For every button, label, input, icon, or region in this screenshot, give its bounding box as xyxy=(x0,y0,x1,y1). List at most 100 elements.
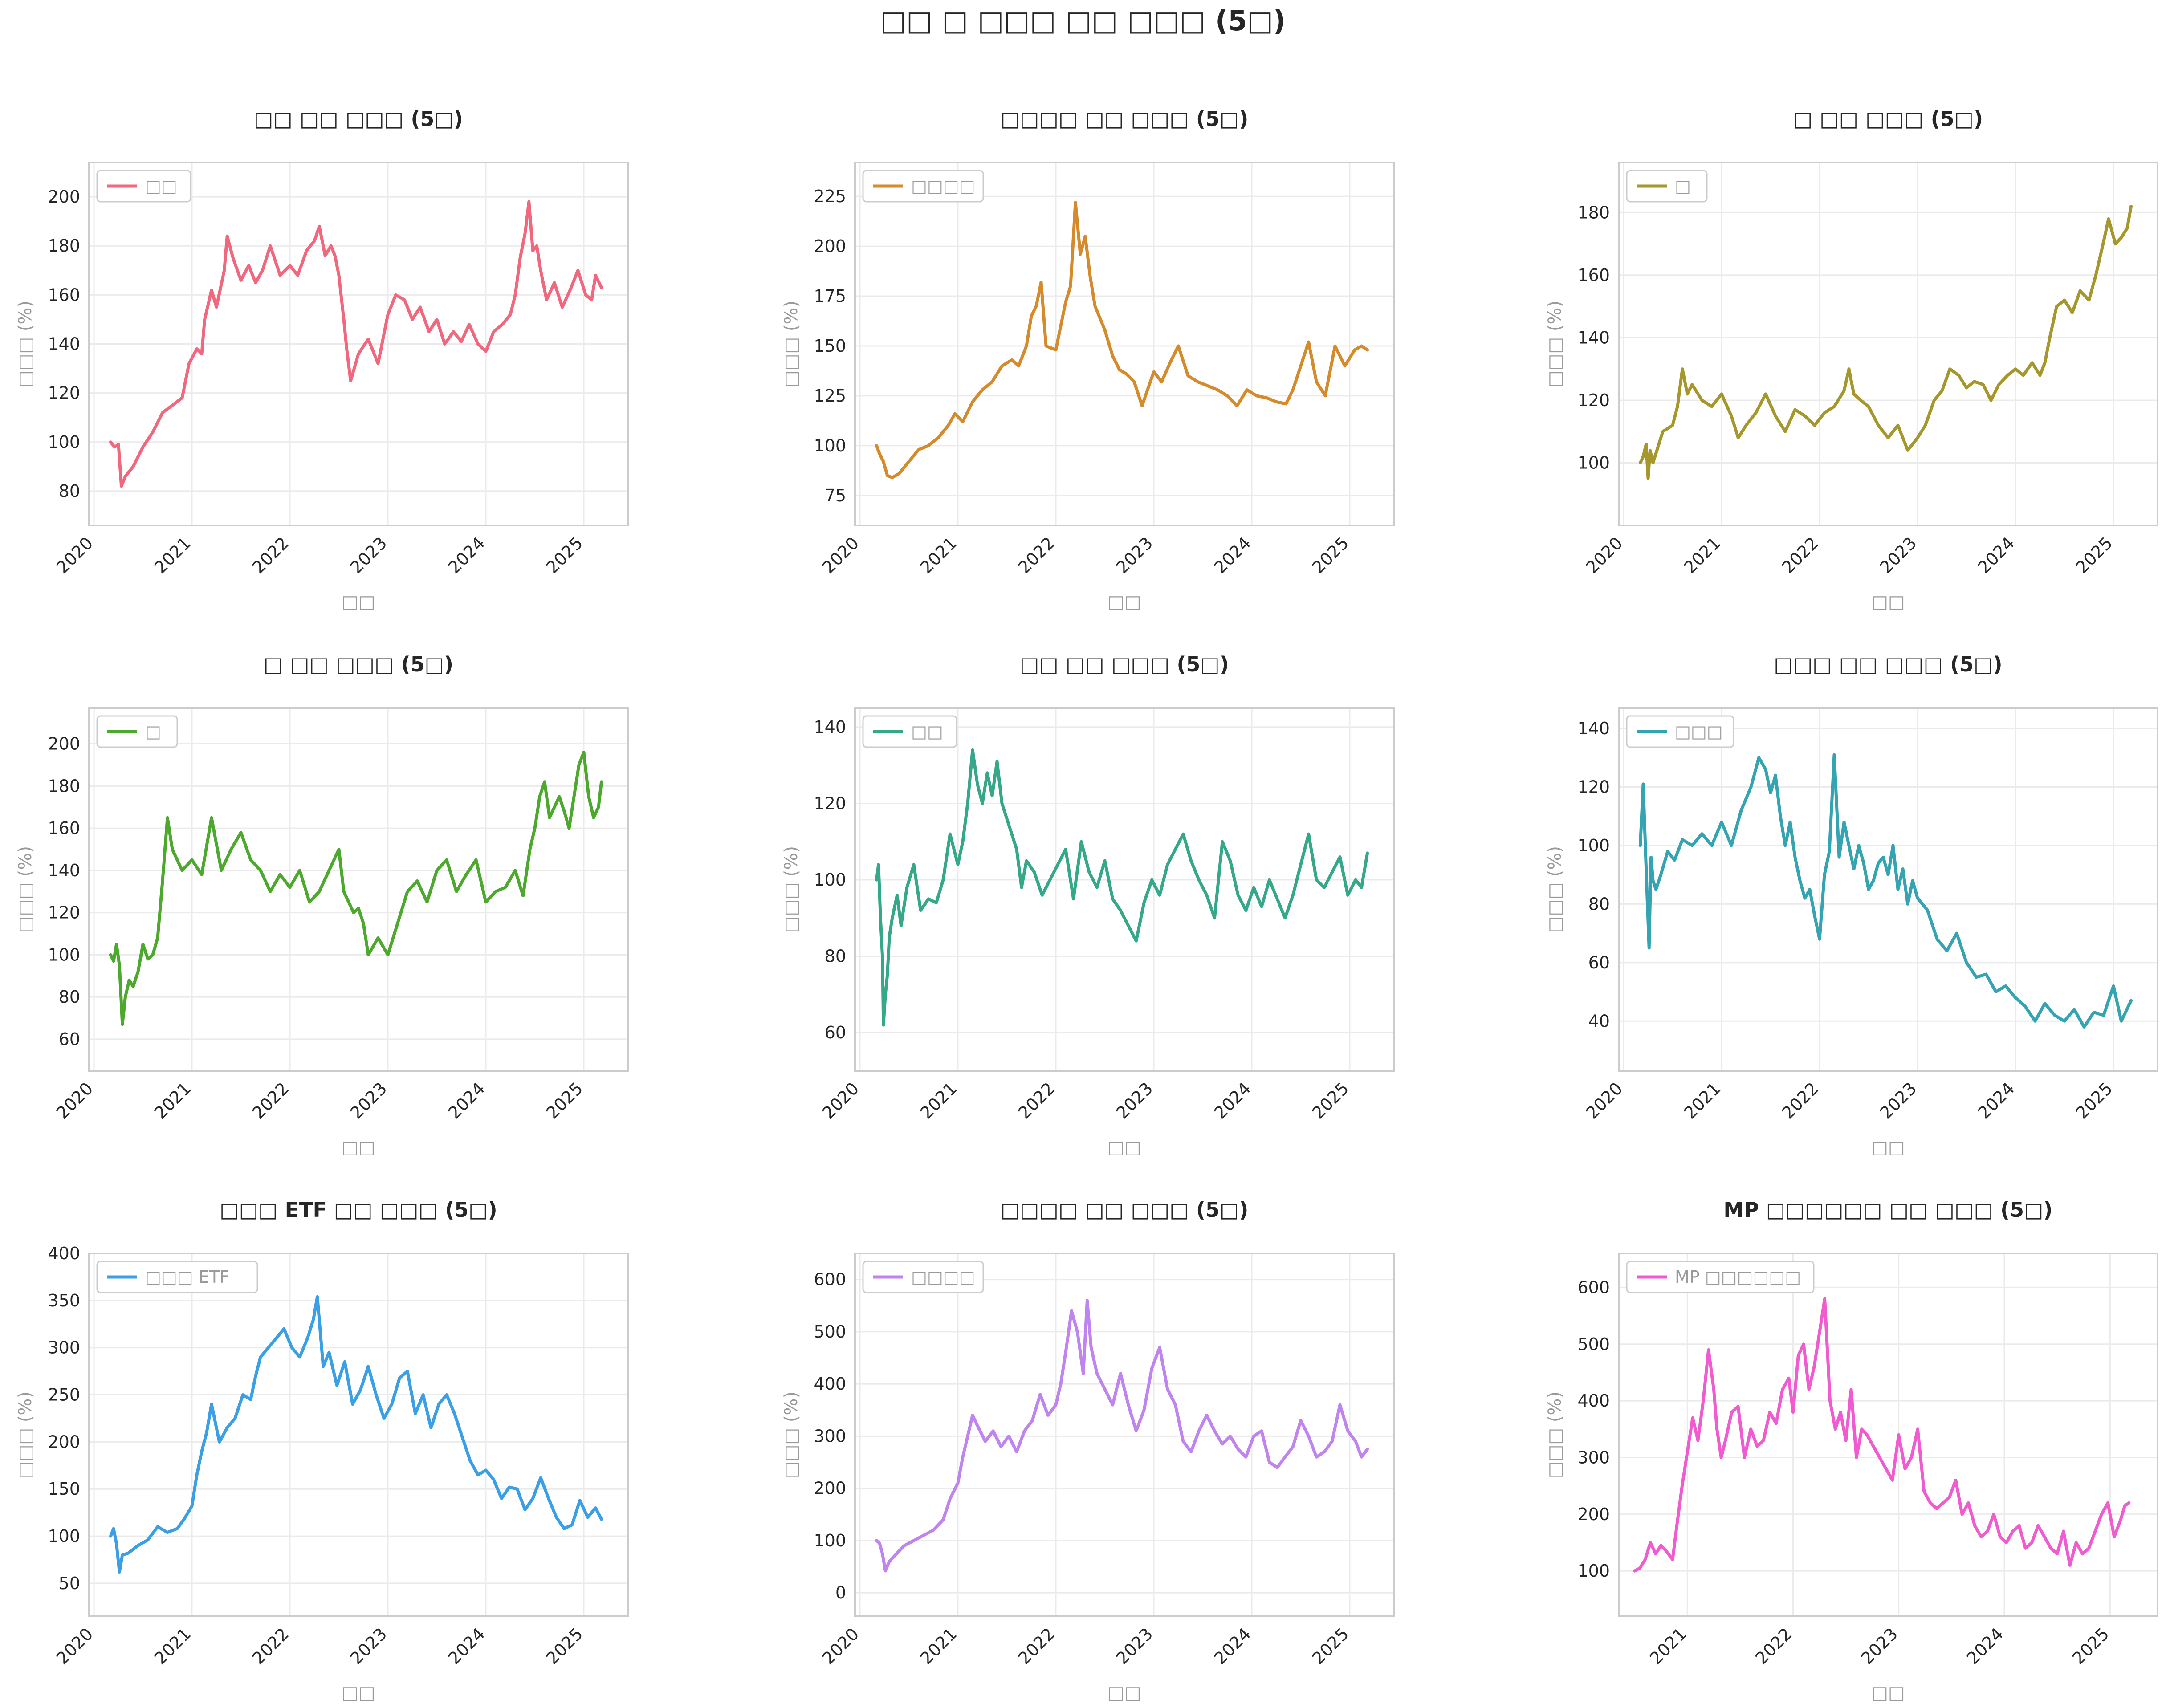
y-tick-label: 140 xyxy=(48,334,80,354)
x-tick-label: 2022 xyxy=(1014,1624,1059,1668)
y-tick-label: 60 xyxy=(1588,953,1610,972)
y-tick-label: 180 xyxy=(48,776,80,796)
y-tick-label: 40 xyxy=(1588,1011,1610,1031)
x-axis-label: □□ xyxy=(1871,592,1905,612)
y-tick-label: 200 xyxy=(814,236,846,256)
y-tick-label: 200 xyxy=(48,734,80,754)
y-tick-label: 180 xyxy=(48,236,80,256)
legend-label: □□ xyxy=(145,176,177,196)
subplot-title: □□ □□ □□□ (5□) xyxy=(254,107,463,131)
plot-frame xyxy=(854,707,1395,1072)
x-tick-label: 2023 xyxy=(1857,1624,1902,1668)
y-tick-label: 300 xyxy=(814,1426,846,1446)
y-tick-label: 200 xyxy=(48,1432,80,1452)
x-tick-label: 2022 xyxy=(1778,533,1823,577)
y-axis-label: □□□ (%) xyxy=(781,1391,802,1478)
series-line xyxy=(875,1299,1369,1573)
legend-box xyxy=(862,170,984,203)
y-tick-label: 400 xyxy=(48,1244,80,1263)
x-tick-label: 2025 xyxy=(1308,533,1353,577)
y-tick-label: 400 xyxy=(1577,1391,1610,1411)
y-tick-label: 180 xyxy=(1577,203,1610,222)
y-tick-label: 80 xyxy=(59,481,80,501)
y-tick-label: 140 xyxy=(1577,719,1610,738)
y-tick-label: 80 xyxy=(825,947,846,966)
legend-label: □□□□ xyxy=(911,176,975,196)
x-tick-label: 2023 xyxy=(346,1078,391,1123)
y-tick-label: 100 xyxy=(48,432,80,452)
x-tick-label: 2021 xyxy=(1680,1078,1725,1123)
legend-label: □□□□ xyxy=(911,1267,975,1287)
plot-frame xyxy=(1618,162,2158,526)
y-tick-label: 160 xyxy=(48,285,80,305)
x-tick-label: 2021 xyxy=(1680,533,1725,577)
x-tick-label: 2023 xyxy=(1112,1624,1157,1668)
y-tick-label: 120 xyxy=(48,383,80,403)
plot-area xyxy=(854,162,1395,526)
y-tick-label: 160 xyxy=(1577,265,1610,285)
y-tick-label: 120 xyxy=(1577,390,1610,410)
y-tick-label: 80 xyxy=(1588,894,1610,914)
y-tick-label: 600 xyxy=(1577,1277,1610,1297)
x-tick-label: 2024 xyxy=(1210,1624,1255,1668)
y-tick-label: 200 xyxy=(48,187,80,207)
y-tick-label: 200 xyxy=(814,1479,846,1498)
legend-box xyxy=(96,1261,258,1293)
x-tick-label: 2024 xyxy=(444,533,489,577)
y-axis-label: □□□ (%) xyxy=(1545,1391,1565,1478)
x-tick-label: 2024 xyxy=(1210,533,1255,577)
legend-box xyxy=(1626,1261,1815,1293)
x-tick-label: 2020 xyxy=(53,1078,97,1123)
series-line xyxy=(1638,204,2133,480)
x-tick-label: 2025 xyxy=(2068,1624,2113,1668)
y-tick-label: 500 xyxy=(1577,1334,1610,1354)
plot-area xyxy=(854,707,1395,1072)
y-axis-label: □□□ (%) xyxy=(781,301,802,387)
series-line xyxy=(109,200,603,488)
x-tick-label: 2025 xyxy=(2072,1078,2117,1123)
y-axis-label: □□□ (%) xyxy=(781,846,802,933)
x-axis-label: □□ xyxy=(1871,1683,1905,1703)
y-tick-label: 75 xyxy=(825,486,846,505)
series-line xyxy=(109,1295,603,1574)
y-tick-label: 100 xyxy=(814,870,846,890)
plot-frame xyxy=(88,707,629,1072)
x-axis-label: □□ xyxy=(1871,1137,1905,1158)
y-tick-label: 50 xyxy=(59,1574,80,1593)
plot-area xyxy=(88,1253,629,1617)
x-tick-label: 2024 xyxy=(444,1078,489,1123)
y-axis-label: □□□ (%) xyxy=(1545,846,1565,933)
x-tick-label: 2024 xyxy=(1974,1078,2019,1123)
x-tick-label: 2024 xyxy=(1210,1078,1255,1123)
x-tick-label: 2024 xyxy=(1974,533,2019,577)
legend-box xyxy=(862,715,957,748)
y-tick-label: 100 xyxy=(814,436,846,455)
plot-frame xyxy=(854,162,1395,526)
y-axis-label: □□□ (%) xyxy=(15,301,36,387)
x-tick-label: 2021 xyxy=(916,533,961,577)
y-tick-label: 100 xyxy=(814,1531,846,1550)
subplot-title: □□□□ □□ □□□ (5□) xyxy=(1001,1198,1249,1222)
x-tick-label: 2021 xyxy=(916,1624,961,1668)
x-tick-label: 2025 xyxy=(542,533,587,577)
x-tick-label: 2024 xyxy=(1963,1624,2007,1668)
y-axis-label: □□□ (%) xyxy=(15,1391,36,1478)
x-tick-label: 2023 xyxy=(1112,533,1157,577)
y-tick-label: 140 xyxy=(1577,328,1610,347)
x-tick-label: 2025 xyxy=(1308,1078,1353,1123)
y-tick-label: 125 xyxy=(814,386,846,406)
y-tick-label: 225 xyxy=(814,187,846,206)
subplot-title: MP □□□□□□ □□ □□□ (5□) xyxy=(1723,1198,2052,1222)
series-line xyxy=(1638,753,2133,1029)
x-tick-label: 2023 xyxy=(346,533,391,577)
subplot-title: □□□□ □□ □□□ (5□) xyxy=(1001,107,1249,131)
x-axis-label: □□ xyxy=(1107,1683,1141,1703)
y-axis-label: □□□ (%) xyxy=(15,846,36,933)
x-axis-label: □□ xyxy=(342,1683,375,1703)
y-tick-label: 120 xyxy=(48,903,80,923)
x-tick-label: 2021 xyxy=(151,533,195,577)
plot-frame xyxy=(1618,707,2158,1072)
y-tick-label: 300 xyxy=(1577,1448,1610,1467)
y-tick-label: 120 xyxy=(814,793,846,813)
